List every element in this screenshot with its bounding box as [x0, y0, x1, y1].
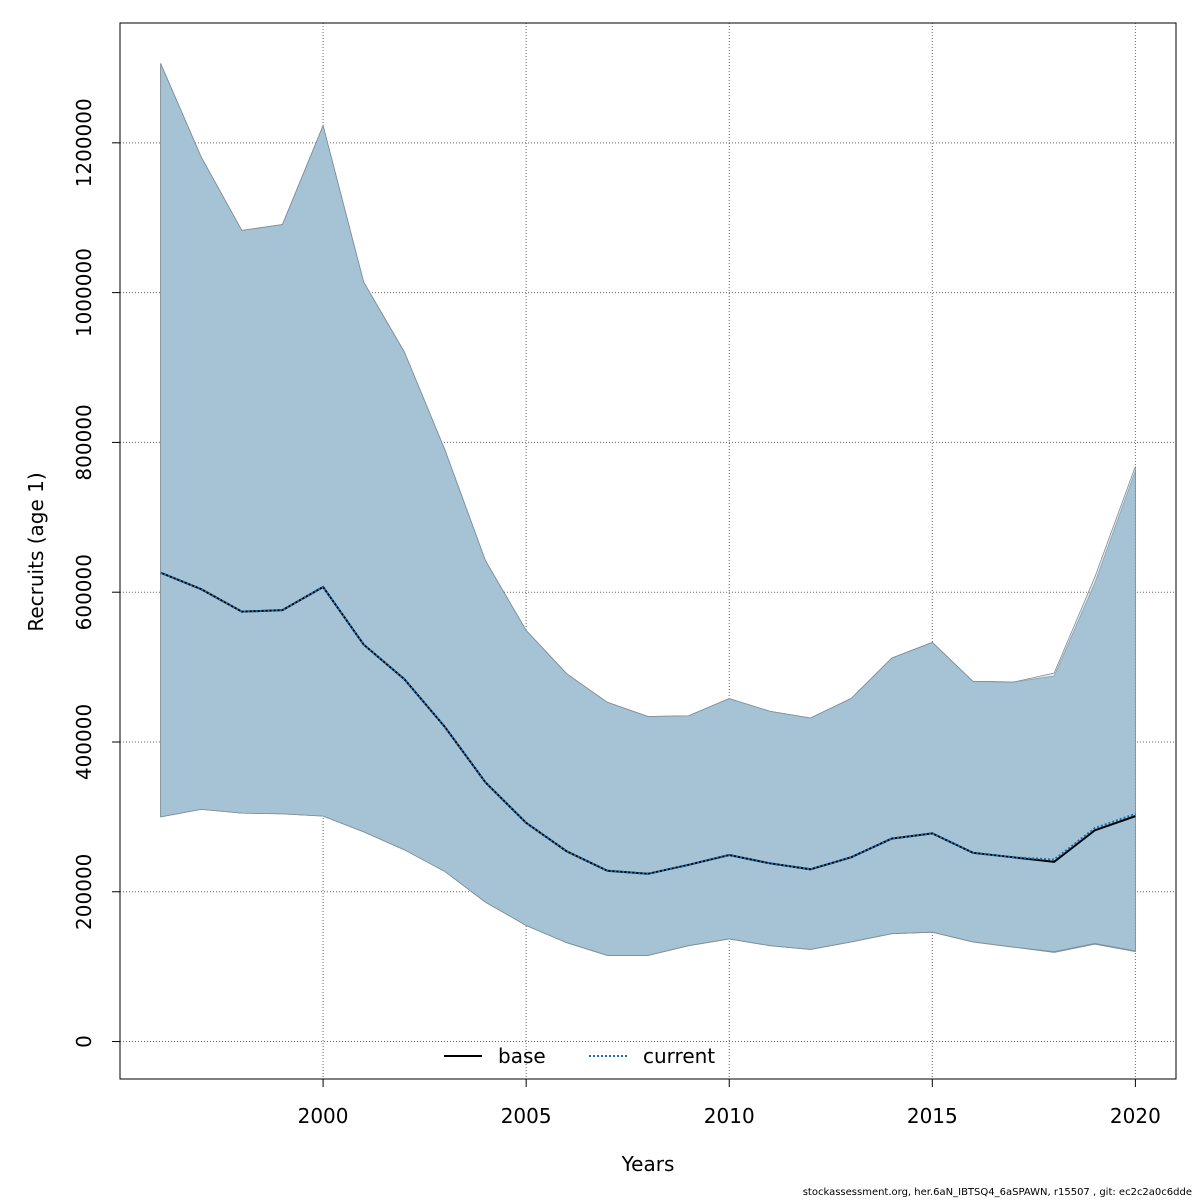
y-tick-label: 600000 — [72, 554, 96, 630]
y-tick-label: 1200000 — [72, 98, 96, 187]
plot-frame — [119, 22, 1177, 1080]
x-tick-label: 2005 — [501, 1104, 552, 1128]
legend: base current — [444, 1044, 715, 1068]
y-tick-label: 800000 — [72, 404, 96, 480]
legend-label-current: current — [643, 1044, 715, 1068]
y-tick-label: 200000 — [72, 854, 96, 930]
y-tick-label: 0 — [72, 1035, 96, 1048]
x-axis: 2000 2005 2010 2015 2020 — [298, 1079, 1161, 1128]
y-axis-label: Recruits (age 1) — [24, 472, 48, 631]
x-tick-label: 2000 — [298, 1104, 349, 1128]
y-axis: 0 200000 400000 600000 800000 1000000 1200000 — [72, 98, 120, 1048]
y-tick-label: 1000000 — [72, 248, 96, 337]
series-lines — [160, 571, 1136, 875]
x-axis-label: Years — [621, 1152, 675, 1176]
y-tick-label: 400000 — [72, 704, 96, 780]
footer-credit: stockassessment.org, her.6aN_IBTSQ4_6aSP… — [802, 1187, 1192, 1198]
line-current — [160, 571, 1136, 875]
confidence-bands — [160, 63, 1136, 956]
band-current — [160, 63, 1136, 956]
x-tick-label: 2015 — [907, 1104, 958, 1128]
x-tick-label: 2010 — [704, 1104, 755, 1128]
legend-label-base: base — [498, 1044, 546, 1068]
x-tick-label: 2020 — [1110, 1104, 1161, 1128]
